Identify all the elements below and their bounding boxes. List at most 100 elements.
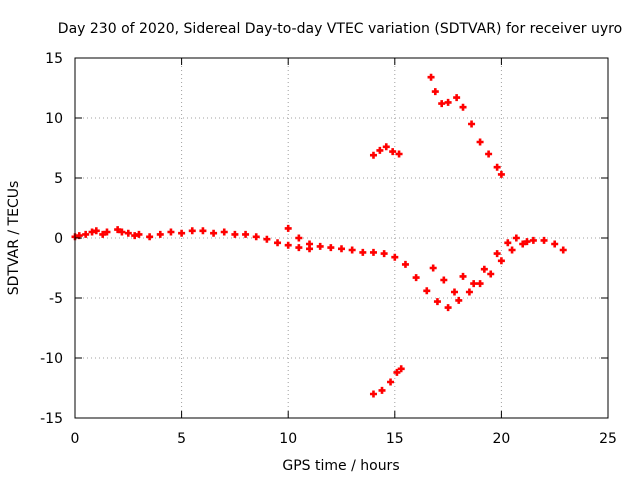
data-point xyxy=(369,248,377,256)
data-point xyxy=(327,244,335,252)
data-point xyxy=(369,390,377,398)
data-point xyxy=(508,246,516,254)
data-point xyxy=(274,239,282,247)
data-point xyxy=(382,143,390,151)
y-tick-label: 5 xyxy=(54,171,63,187)
data-point xyxy=(231,230,239,238)
data-point xyxy=(493,163,501,171)
data-point xyxy=(493,250,501,258)
data-point xyxy=(487,270,495,278)
data-point xyxy=(338,245,345,253)
data-point xyxy=(376,146,384,154)
data-point xyxy=(295,244,303,252)
data-point xyxy=(504,239,512,247)
y-tick-label: -15 xyxy=(40,411,63,427)
data-point xyxy=(242,230,250,238)
y-tick-label: -5 xyxy=(49,291,63,307)
data-point xyxy=(465,288,473,296)
data-point xyxy=(412,274,420,282)
data-point xyxy=(459,103,467,111)
data-point xyxy=(220,228,228,236)
data-point xyxy=(284,224,292,232)
data-point xyxy=(423,287,431,295)
series-main-trace xyxy=(71,226,567,312)
grid xyxy=(75,58,608,418)
data-point xyxy=(431,88,439,96)
data-point xyxy=(369,151,377,159)
data-point xyxy=(156,230,164,238)
y-tick-label: 15 xyxy=(45,51,63,67)
data-point xyxy=(284,241,292,249)
data-point xyxy=(393,368,401,376)
data-point xyxy=(429,264,437,272)
data-point xyxy=(427,73,435,81)
y-tick-label: 10 xyxy=(45,111,63,127)
data-point xyxy=(497,257,505,265)
data-point xyxy=(559,246,567,254)
data-point xyxy=(389,148,397,156)
data-point xyxy=(433,298,441,306)
data-point xyxy=(401,260,409,268)
data-point xyxy=(359,248,367,256)
x-tick-label: 5 xyxy=(177,431,186,447)
axis-ticks: 0 5 10 15 20 25 -15 -10 -5 0 5 10 15 xyxy=(40,51,617,447)
data-point xyxy=(455,296,463,304)
data-point xyxy=(476,138,484,146)
data-point xyxy=(252,233,260,241)
data-point xyxy=(391,253,399,261)
data-point xyxy=(199,227,207,235)
data-point xyxy=(453,94,461,102)
data-point xyxy=(438,100,446,108)
data-point xyxy=(146,233,154,241)
x-tick-label: 0 xyxy=(71,431,80,447)
data-point xyxy=(114,226,122,234)
data-point xyxy=(395,150,403,158)
y-axis-label: SDTVAR / TECUs xyxy=(6,181,22,296)
series-secondary-trace xyxy=(75,224,531,296)
y-tick-label: 0 xyxy=(54,231,63,247)
series-short-segment-lower xyxy=(369,365,405,398)
data-point xyxy=(380,250,388,258)
data-point xyxy=(178,229,186,237)
series-short-segment-upper xyxy=(369,143,403,159)
data-point xyxy=(263,235,271,243)
y-tick-label: -10 xyxy=(40,351,63,367)
data-point xyxy=(444,304,452,312)
data-point xyxy=(440,276,448,284)
data-point xyxy=(316,242,324,250)
data-point xyxy=(450,288,458,296)
data-point xyxy=(444,98,452,106)
data-point xyxy=(397,365,405,373)
data-point xyxy=(210,229,218,237)
chart-title: Day 230 of 2020, Sidereal Day-to-day VTE… xyxy=(58,21,622,37)
data-point xyxy=(497,170,505,178)
data-point xyxy=(476,280,484,288)
data-point xyxy=(523,238,531,246)
data-point xyxy=(480,265,488,273)
x-tick-label: 20 xyxy=(492,431,510,447)
data-point xyxy=(529,236,537,244)
data-point xyxy=(306,240,314,248)
x-tick-label: 15 xyxy=(386,431,404,447)
data-point xyxy=(348,246,356,254)
data-point xyxy=(512,234,520,242)
data-point xyxy=(88,228,96,236)
data-point xyxy=(519,240,527,248)
x-axis-label: GPS time / hours xyxy=(282,458,399,474)
data-point xyxy=(124,229,132,237)
data-point xyxy=(103,228,111,236)
data-point xyxy=(540,236,548,244)
data-point xyxy=(131,232,139,240)
data-point xyxy=(459,272,467,280)
data-point xyxy=(188,227,196,235)
series-high-segment xyxy=(427,73,505,178)
data-points xyxy=(71,73,567,398)
data-point xyxy=(387,378,395,386)
plot-frame xyxy=(74,57,609,419)
data-point xyxy=(468,120,476,128)
data-point xyxy=(82,230,90,238)
x-tick-label: 10 xyxy=(279,431,297,447)
data-point xyxy=(167,228,175,236)
data-point xyxy=(295,234,303,242)
